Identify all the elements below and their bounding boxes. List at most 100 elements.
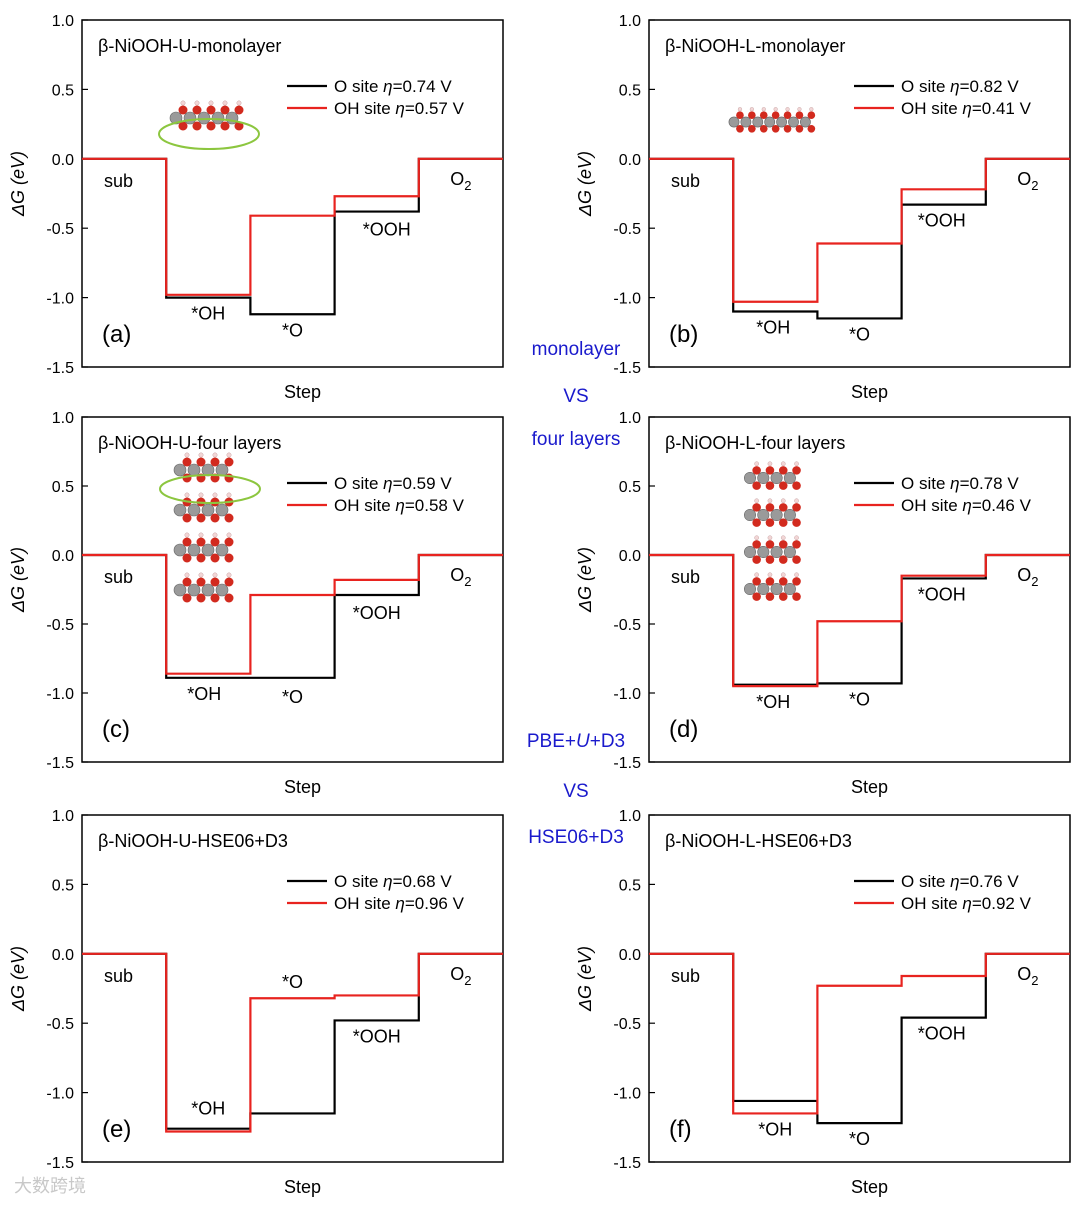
y-tick-label: 0.5: [619, 877, 641, 894]
o-atom: [192, 105, 202, 115]
x-axis-label: Step: [851, 1177, 888, 1197]
ni-atom: [211, 111, 225, 125]
plot-frame: [648, 416, 1071, 763]
o-atom: [220, 105, 230, 115]
o-atom: [196, 457, 206, 467]
ni-atom: [800, 116, 811, 128]
legend-o-site: O site η=0.74 V: [334, 77, 452, 96]
step-label-sub: sub: [104, 966, 133, 986]
o-atom: [210, 553, 220, 563]
ni-atom: [201, 543, 215, 557]
ni-atom: [740, 116, 752, 128]
o-atom: [778, 518, 788, 527]
h-atom: [184, 492, 190, 498]
o-atom: [210, 577, 220, 587]
step-label-o: *O: [849, 689, 870, 709]
y-axis-label: ΔG (eV): [8, 547, 28, 613]
step-label-o2: O2: [1017, 964, 1038, 988]
ni-atom: [770, 582, 783, 595]
y-tick-label: 0.0: [52, 152, 74, 169]
legend-eta: η: [962, 894, 971, 913]
chart-panel-f: 1.0 0.5 0.0 -0.5 -1.0 -1.5 ΔG (eV) Step β-NiOOH-…: [575, 808, 1071, 1197]
ni-atom: [183, 111, 197, 125]
y-tick-label: -1.5: [46, 755, 74, 772]
ni-atom: [770, 545, 783, 558]
step-label-o: *O: [849, 1129, 870, 1149]
o-atom: [765, 481, 775, 490]
panel-letter: (b): [669, 321, 698, 348]
ni-atom: [752, 116, 764, 128]
legend-value: =0.82 V: [960, 77, 1020, 96]
y-tick-label: -1.5: [46, 360, 74, 377]
ni-atom: [728, 116, 740, 128]
legend-oh-site: OH site η=0.46 V: [901, 496, 1032, 515]
subscript: 2: [1031, 574, 1038, 589]
step-label-o: *O: [849, 324, 870, 344]
ni-atom: [201, 503, 215, 517]
y-tick-label: 0.0: [619, 548, 641, 565]
o-atom: [196, 593, 206, 603]
y-tick-label: 0.5: [619, 82, 641, 99]
y-tick-label: -0.5: [613, 221, 641, 238]
o-atom: [752, 540, 761, 549]
o-atom: [736, 124, 744, 133]
o-atom: [771, 111, 780, 120]
y-tick-label: 0.5: [52, 82, 74, 99]
y-tick-label: -1.5: [46, 1155, 74, 1172]
h-atom: [794, 572, 799, 578]
y-axis-label: ΔG (eV): [575, 946, 595, 1012]
y-tick-label: 0.0: [619, 947, 641, 964]
step-label-oh: *OH: [758, 1119, 792, 1139]
step-label-oh: *OH: [756, 692, 790, 712]
h-atom: [754, 572, 759, 578]
ni-atom: [757, 545, 770, 558]
step-label-o2-base: O: [450, 964, 464, 984]
y-tick-label: -0.5: [46, 221, 74, 238]
legend-eta: η: [962, 99, 971, 118]
h-atom: [226, 572, 232, 578]
x-axis-label: Step: [851, 777, 888, 797]
y-tick-label: 1.0: [619, 13, 641, 30]
series-oh-site: [649, 157, 1070, 303]
step-label-o: *O: [282, 320, 303, 340]
y-tick-label: -1.0: [46, 686, 74, 703]
panel-title: β-NiOOH-U-monolayer: [98, 36, 281, 56]
series-oh-site: [82, 952, 503, 1133]
legend-prefix: O site: [334, 77, 383, 96]
series-o-site: [649, 553, 1070, 686]
y-tick-label: 1.0: [52, 410, 74, 427]
ni-atom: [201, 583, 215, 597]
step-label-ooh: *OOH: [353, 1026, 401, 1046]
h-atom: [780, 535, 786, 541]
step-label-o2: O2: [450, 565, 471, 589]
chart-panel-b: 1.0 0.5 0.0 -0.5 -1.0 -1.5 ΔG (eV) Step β-NiOOH-…: [575, 13, 1071, 402]
legend-prefix: O site: [334, 474, 383, 493]
legend-prefix: OH site: [334, 894, 395, 913]
watermark: 大数跨境: [14, 1176, 86, 1196]
y-tick-label: 0.5: [52, 479, 74, 496]
ni-atom: [187, 543, 201, 557]
h-atom: [212, 532, 218, 538]
legend-prefix: O site: [334, 872, 383, 891]
h-atom: [212, 572, 218, 578]
step-label-ooh: *OOH: [918, 584, 966, 604]
ni-atom: [764, 116, 776, 128]
step-label-o2-base: O: [1017, 169, 1031, 189]
legend-value: =0.96 V: [405, 894, 465, 913]
h-atom: [767, 572, 773, 578]
legend-eta: η: [962, 496, 971, 515]
legend-value: =0.68 V: [393, 872, 453, 891]
step-label-oh: *OH: [756, 317, 790, 337]
o-atom: [224, 457, 234, 467]
legend-o-site: O site η=0.68 V: [334, 872, 452, 891]
step-label-sub: sub: [104, 171, 133, 191]
o-atom: [224, 577, 234, 587]
series-o-site: [82, 553, 503, 679]
o-atom: [795, 111, 804, 120]
y-tick-label: 1.0: [52, 13, 74, 30]
plot-frame: [648, 814, 1071, 1163]
center-label: VS: [563, 386, 588, 407]
h-atom: [749, 107, 754, 112]
legend-eta: η: [395, 496, 404, 515]
o-atom: [765, 540, 775, 549]
